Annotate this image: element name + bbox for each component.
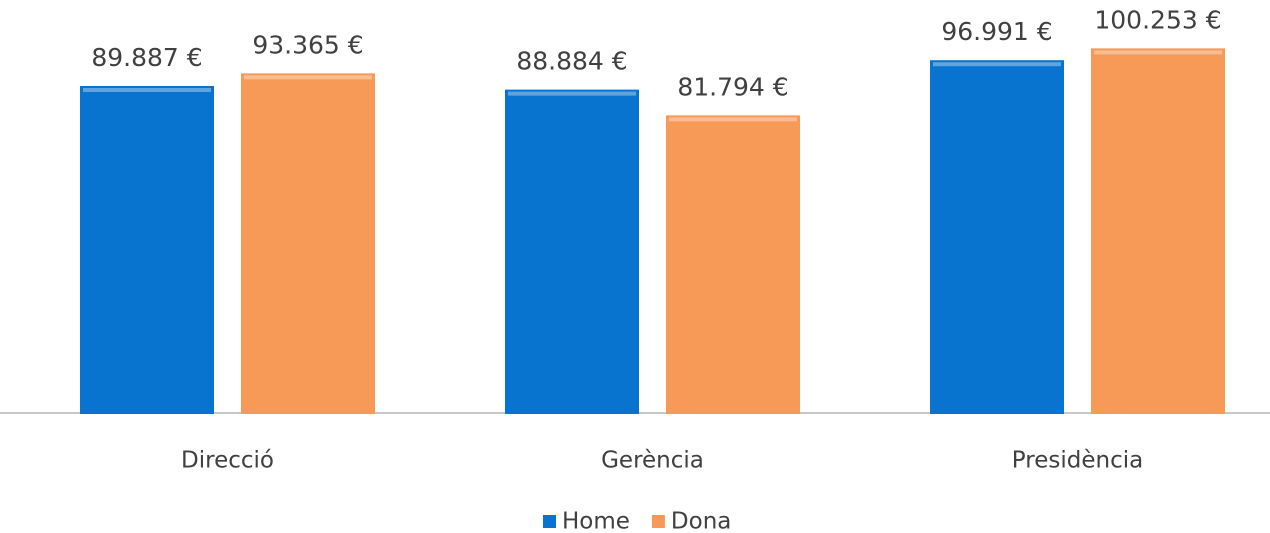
data-label: 89.887 € [91,43,202,72]
bar-highlight [1094,50,1222,55]
bar [505,89,639,414]
data-label: 81.794 € [677,72,788,101]
legend-label: Home [562,509,630,533]
bar-highlight [669,117,797,122]
x-tick-label: Direcció [181,448,274,474]
x-tick-label: Presidència [1012,448,1143,474]
bar [241,73,375,414]
bar-highlight [83,87,211,92]
legend-swatch [651,515,665,528]
bar-highlight [244,75,372,80]
legend-label: Dona [671,509,731,533]
bar [80,85,214,414]
data-label: 96.991 € [941,17,1052,46]
x-tick-label: Gerència [601,448,704,474]
bar [1091,48,1225,415]
bar-highlight [933,62,1061,67]
legend-swatch [543,515,556,528]
bar-highlight [508,91,636,96]
data-label: 100.253 € [1094,5,1221,34]
data-label: 93.365 € [252,30,363,59]
data-label: 88.884 € [516,47,627,76]
bar [666,115,800,414]
bar [930,60,1064,414]
